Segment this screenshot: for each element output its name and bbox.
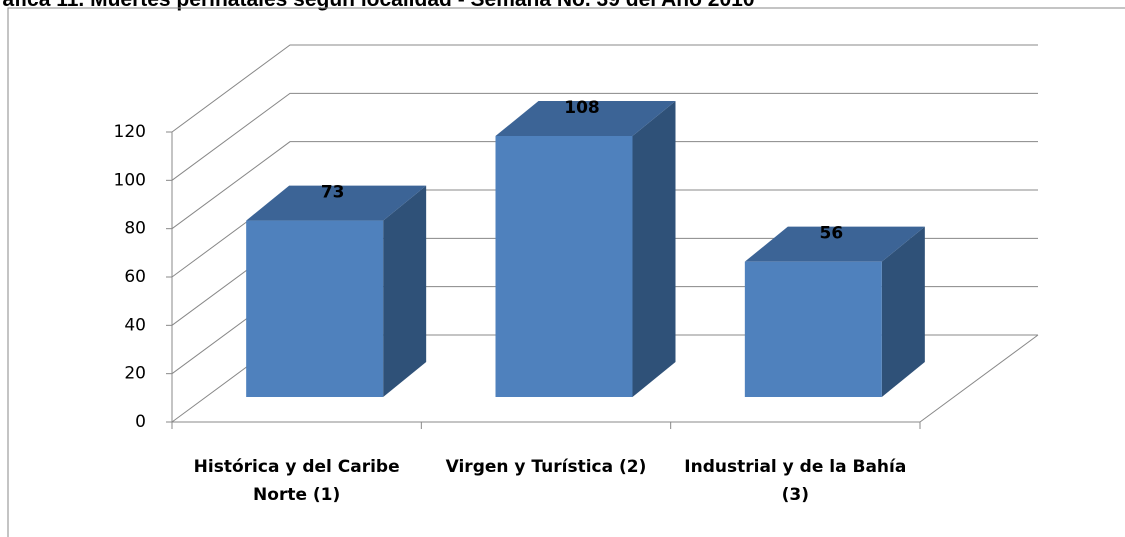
bar-side [632, 101, 676, 397]
bar [246, 220, 384, 397]
data-label: 56 [819, 224, 843, 244]
floor-edge [919, 334, 1039, 423]
x-tick-label: Industrial y de la Bahía (3) [684, 457, 907, 505]
y-tick-label: 120 [114, 122, 146, 142]
data-label: 73 [321, 183, 345, 203]
y-tick-label: 20 [124, 364, 146, 384]
data-label: 108 [564, 98, 600, 118]
grid-line [171, 44, 1038, 133]
bar [744, 261, 882, 397]
y-tick-label: 80 [124, 219, 146, 239]
y-tick-label: 60 [124, 267, 146, 287]
grid-line [171, 141, 1038, 230]
bar-top [495, 101, 676, 136]
bar-top [744, 226, 925, 262]
bar [495, 136, 633, 397]
chart-frame [7, 7, 1125, 537]
x-tick-label: Virgen y Turística (2) [445, 457, 647, 477]
x-tick-label: Histórica y del Caribe Norte (1) [193, 457, 400, 505]
y-tick-label: 100 [114, 170, 146, 190]
y-tick-label: 40 [124, 315, 146, 335]
bar-side [881, 226, 925, 397]
chart-title: Gráfica 11. Muertes perinatales según lo… [0, 0, 755, 12]
bar-side [383, 185, 427, 397]
y-tick-label: 0 [135, 412, 146, 432]
bar-top [246, 185, 427, 221]
grid-line [171, 92, 1038, 181]
